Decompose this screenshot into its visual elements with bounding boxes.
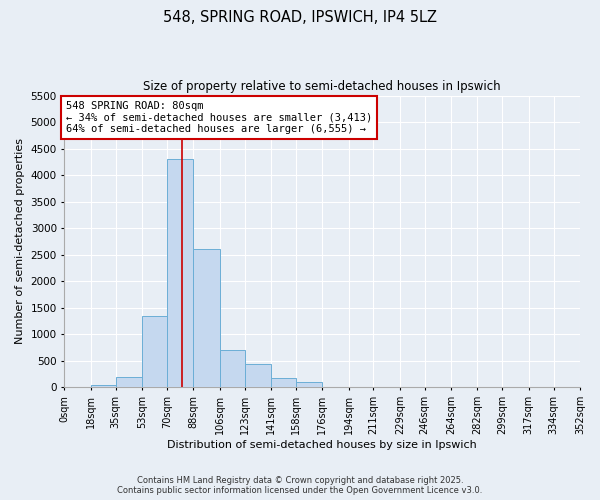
Text: 548, SPRING ROAD, IPSWICH, IP4 5LZ: 548, SPRING ROAD, IPSWICH, IP4 5LZ [163,10,437,25]
Bar [245,364,271,388]
Bar [271,378,296,388]
Title: Size of property relative to semi-detached houses in Ipswich: Size of property relative to semi-detach… [143,80,501,93]
Bar [193,250,220,388]
Text: Contains HM Land Registry data © Crown copyright and database right 2025.
Contai: Contains HM Land Registry data © Crown c… [118,476,482,495]
Text: 548 SPRING ROAD: 80sqm
← 34% of semi-detached houses are smaller (3,413)
64% of : 548 SPRING ROAD: 80sqm ← 34% of semi-det… [66,101,372,134]
Bar [296,382,322,388]
Bar [142,316,167,388]
X-axis label: Distribution of semi-detached houses by size in Ipswich: Distribution of semi-detached houses by … [167,440,477,450]
Bar [91,385,116,388]
Bar [167,159,193,388]
Bar [220,350,245,388]
Y-axis label: Number of semi-detached properties: Number of semi-detached properties [15,138,25,344]
Bar [116,377,142,388]
